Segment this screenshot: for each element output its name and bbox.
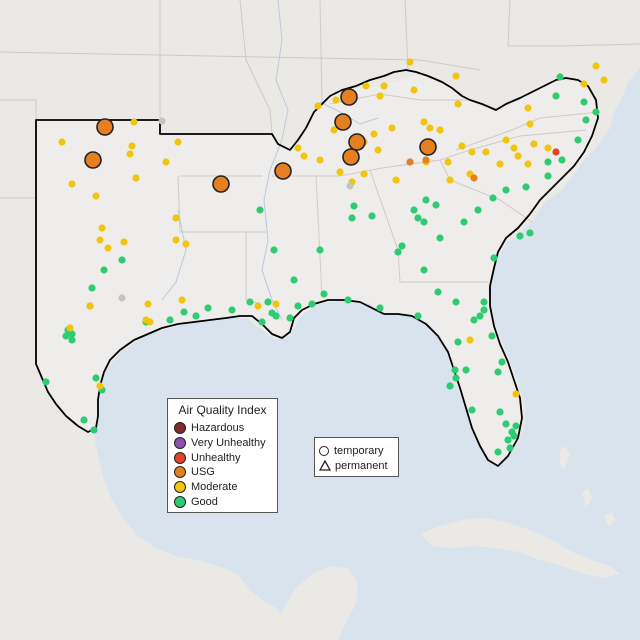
good-markers (42, 73, 600, 456)
usg-swatch (174, 466, 186, 479)
legend-item-good: Good (174, 494, 271, 509)
bahamas-land (560, 446, 616, 526)
temporary-label: temporary (334, 444, 384, 457)
yucatan-land (280, 566, 358, 640)
legend-label: Hazardous (191, 422, 245, 435)
legend-item-very-unhealthy: Very Unhealthy (174, 436, 271, 451)
very-unhealthy-swatch (174, 437, 186, 450)
triangle-icon (319, 460, 331, 471)
legend-label: Moderate (191, 481, 238, 494)
aqi-legend-title: Air Quality Index (178, 403, 267, 417)
aqi-legend: Air Quality Index Hazardous Very Unhealt… (167, 398, 278, 513)
legend-item-unhealthy: Unhealthy (174, 450, 271, 465)
usg-small-markers (406, 156, 478, 182)
unhealthy-markers (552, 148, 560, 156)
good-swatch (174, 495, 186, 508)
legend-item-usg: USG (174, 465, 271, 480)
legend-item-hazardous: Hazardous (174, 421, 271, 436)
cuba-land (420, 518, 620, 578)
state-boundaries (0, 0, 640, 305)
monitor-type-legend: temporary permanent (314, 437, 399, 477)
no-data-markers (118, 117, 354, 302)
moderate-swatch (174, 481, 186, 494)
legend-item-permanent: permanent (319, 458, 394, 473)
unhealthy-swatch (174, 451, 186, 464)
legend-label: Very Unhealthy (191, 437, 266, 450)
usg-large-markers (84, 88, 437, 193)
legend-label: Unhealthy (191, 451, 241, 464)
legend-item-temporary: temporary (319, 443, 394, 458)
hazardous-swatch (174, 422, 186, 435)
legend-label: USG (191, 466, 215, 479)
moderate-markers (58, 58, 608, 398)
legend-label: Good (191, 495, 218, 508)
circle-icon (319, 445, 329, 456)
legend-item-moderate: Moderate (174, 480, 271, 495)
focus-region-fill (36, 74, 600, 466)
permanent-label: permanent (335, 459, 388, 472)
focus-region-outline (35, 69, 599, 467)
